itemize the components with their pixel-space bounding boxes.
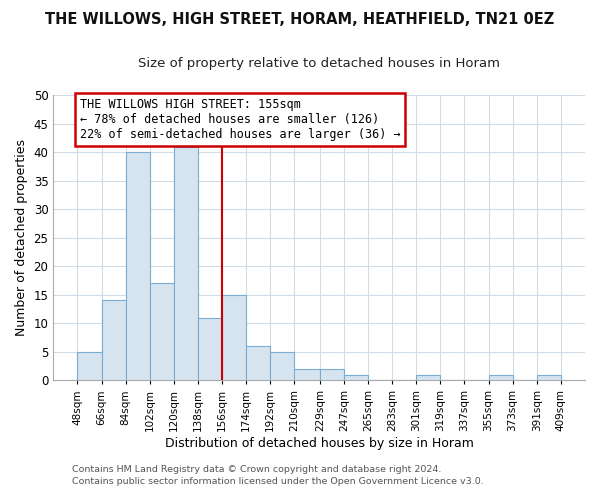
Title: Size of property relative to detached houses in Horam: Size of property relative to detached ho… bbox=[138, 58, 500, 70]
Bar bbox=[320, 369, 344, 380]
Bar bbox=[295, 369, 320, 380]
Bar bbox=[198, 318, 222, 380]
Bar bbox=[150, 284, 174, 380]
Bar bbox=[344, 374, 368, 380]
Bar bbox=[222, 295, 246, 380]
X-axis label: Distribution of detached houses by size in Horam: Distribution of detached houses by size … bbox=[165, 437, 473, 450]
Bar bbox=[101, 300, 125, 380]
Bar bbox=[488, 374, 512, 380]
Bar bbox=[125, 152, 150, 380]
Bar bbox=[174, 146, 198, 380]
Text: THE WILLOWS HIGH STREET: 155sqm
← 78% of detached houses are smaller (126)
22% o: THE WILLOWS HIGH STREET: 155sqm ← 78% of… bbox=[80, 98, 401, 141]
Y-axis label: Number of detached properties: Number of detached properties bbox=[15, 140, 28, 336]
Text: THE WILLOWS, HIGH STREET, HORAM, HEATHFIELD, TN21 0EZ: THE WILLOWS, HIGH STREET, HORAM, HEATHFI… bbox=[46, 12, 554, 28]
Bar bbox=[270, 352, 295, 380]
Text: Contains HM Land Registry data © Crown copyright and database right 2024.
Contai: Contains HM Land Registry data © Crown c… bbox=[72, 464, 484, 486]
Bar bbox=[77, 352, 101, 380]
Bar bbox=[246, 346, 270, 380]
Bar bbox=[537, 374, 561, 380]
Bar bbox=[416, 374, 440, 380]
